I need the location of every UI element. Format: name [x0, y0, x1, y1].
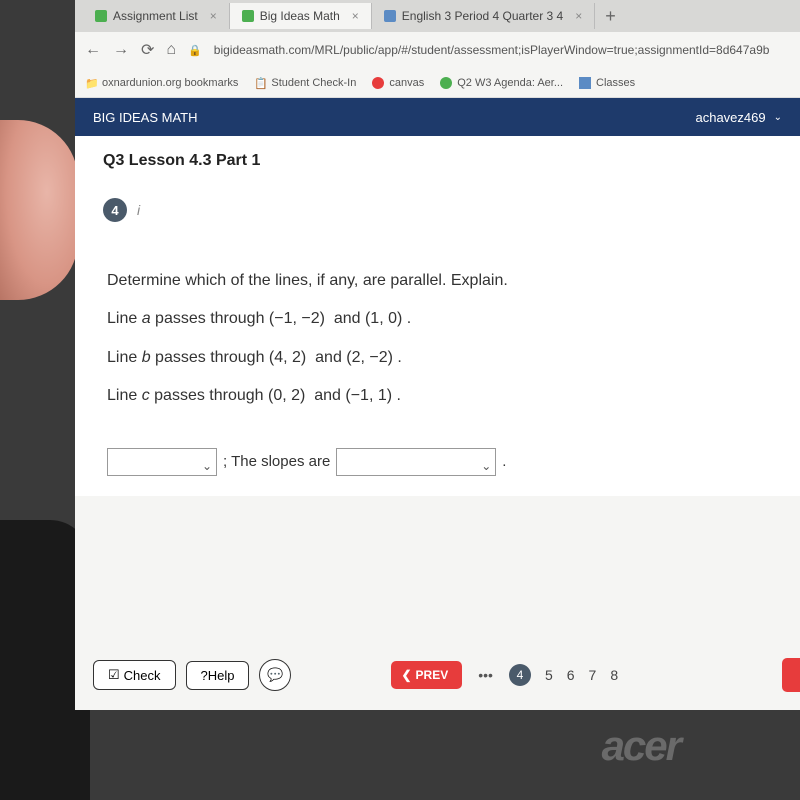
question-prompt: Determine which of the lines, if any, ar…	[107, 262, 772, 300]
home-icon[interactable]: ⌂	[166, 41, 176, 59]
tab-icon	[95, 10, 107, 22]
tab-icon	[384, 10, 396, 22]
bookmarks-bar: 📁 oxnardunion.org bookmarks 📋 Student Ch…	[75, 68, 800, 98]
answer-mid-text: ; The slopes are	[223, 444, 330, 480]
content-area: Q3 Lesson 4.3 Part 1 4 i Determine which…	[75, 136, 800, 496]
user-menu[interactable]: achavez469 ⌄	[695, 110, 782, 125]
lock-icon: 🔒	[188, 44, 202, 57]
doc-icon	[440, 77, 452, 89]
question-number-badge: 4	[103, 198, 127, 222]
check-icon: ☑	[108, 667, 120, 683]
tab-english[interactable]: English 3 Period 4 Quarter 3 4 ×	[372, 3, 595, 29]
reload-icon[interactable]: ⟳	[141, 40, 154, 60]
bookmark-oxnard[interactable]: 📁 oxnardunion.org bookmarks	[85, 77, 238, 89]
question-header: 4 i	[103, 198, 772, 222]
tab-label: Big Ideas Math	[260, 9, 340, 23]
bookmark-label: Student Check-In	[271, 77, 356, 89]
tab-label: English 3 Period 4 Quarter 3 4	[402, 9, 563, 23]
close-icon[interactable]: ×	[575, 9, 582, 23]
bookmark-canvas[interactable]: canvas	[372, 77, 424, 89]
bookmark-agenda[interactable]: Q2 W3 Agenda: Aer...	[440, 77, 563, 89]
answer-dropdown-2[interactable]	[336, 448, 496, 476]
next-button[interactable]	[782, 658, 800, 692]
browser-nav-bar: ← → ⟳ ⌂ 🔒 bigideasmath.com/MRL/public/ap…	[75, 32, 800, 68]
help-button[interactable]: ?Help	[186, 661, 250, 690]
answer-row: ; The slopes are .	[107, 444, 772, 480]
close-icon[interactable]: ×	[352, 9, 359, 23]
line-b-text: Line b passes through (4, 2) and (2, −2)…	[107, 339, 772, 377]
chat-button[interactable]: 💬	[259, 659, 291, 691]
back-icon[interactable]: ←	[85, 41, 101, 59]
laptop-brand-logo: acer	[602, 722, 680, 770]
tab-assignment-list[interactable]: Assignment List ×	[83, 3, 230, 29]
chat-icon: 💬	[267, 667, 283, 683]
page-8[interactable]: 8	[610, 667, 618, 683]
chevron-left-icon: ❮	[401, 668, 411, 682]
page-5[interactable]: 5	[545, 667, 553, 683]
check-button[interactable]: ☑ Check	[93, 660, 176, 690]
info-icon[interactable]: i	[137, 202, 140, 218]
classes-icon	[579, 77, 591, 89]
line-c-text: Line c passes through (0, 2) and (−1, 1)…	[107, 377, 772, 415]
laptop-screen: Assignment List × Big Ideas Math × Engli…	[75, 0, 800, 710]
canvas-icon	[372, 77, 384, 89]
help-label: ?Help	[201, 668, 235, 683]
forward-icon[interactable]: →	[113, 41, 129, 59]
prev-button[interactable]: ❮ PREV	[391, 661, 462, 689]
bookmark-label: Q2 W3 Agenda: Aer...	[457, 77, 563, 89]
lesson-title: Q3 Lesson 4.3 Part 1	[103, 152, 772, 170]
bookmark-label: oxnardunion.org bookmarks	[102, 77, 238, 89]
page-7[interactable]: 7	[589, 667, 597, 683]
bottom-toolbar: ☑ Check ?Help 💬 ❮ PREV ••• 4 5 6 7 8	[93, 658, 800, 692]
bookmark-classes[interactable]: Classes	[579, 77, 635, 89]
username: achavez469	[695, 110, 765, 125]
close-icon[interactable]: ×	[210, 9, 217, 23]
answer-dropdown-1[interactable]	[107, 448, 217, 476]
bookmark-checkin[interactable]: 📋 Student Check-In	[254, 77, 356, 89]
chevron-down-icon: ⌄	[774, 112, 782, 123]
browser-tabs-bar: Assignment List × Big Ideas Math × Engli…	[75, 0, 800, 32]
hand-finger	[0, 120, 78, 300]
tab-big-ideas-math[interactable]: Big Ideas Math ×	[230, 3, 372, 29]
check-label: Check	[124, 668, 161, 683]
bookmark-label: Classes	[596, 77, 635, 89]
period: .	[502, 444, 506, 480]
page-4[interactable]: 4	[509, 664, 531, 686]
bookmark-label: canvas	[389, 77, 424, 89]
app-header: BIG IDEAS MATH achavez469 ⌄	[75, 98, 800, 136]
page-6[interactable]: 6	[567, 667, 575, 683]
new-tab-button[interactable]: +	[595, 2, 626, 31]
question-body: Determine which of the lines, if any, ar…	[103, 262, 772, 480]
tab-icon	[242, 10, 254, 22]
url-text[interactable]: bigideasmath.com/MRL/public/app/#/studen…	[214, 43, 770, 57]
pager: 4 5 6 7 8	[509, 664, 618, 686]
line-a-text: Line a passes through (−1, −2) and (1, 0…	[107, 300, 772, 338]
folder-icon: 📁	[85, 77, 97, 89]
tab-label: Assignment List	[113, 9, 198, 23]
app-title: BIG IDEAS MATH	[93, 110, 198, 125]
ellipsis: •••	[472, 667, 499, 683]
prev-label: PREV	[416, 668, 449, 682]
form-icon: 📋	[254, 77, 266, 89]
